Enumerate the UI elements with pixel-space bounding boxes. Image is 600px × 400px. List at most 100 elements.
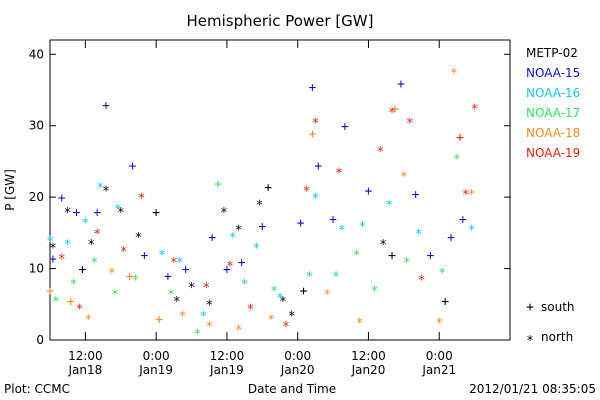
data-point-metp-02-16: * [288, 309, 296, 324]
x-tick-label-date: Jan19 [138, 363, 173, 377]
data-point-noaa-15-18: + [365, 184, 373, 199]
legend-entry-noaa-15: NOAA-15 [526, 66, 580, 80]
data-point-noaa-19-1: * [76, 302, 84, 317]
data-point-noaa-16-6: * [176, 256, 184, 271]
data-point-noaa-15-16: + [329, 213, 337, 228]
data-point-noaa-16-4: * [114, 202, 122, 217]
data-point-noaa-18-0: + [46, 284, 54, 299]
data-point-noaa-18-15: * [435, 317, 443, 332]
legend-entry-noaa-19: NOAA-19 [526, 146, 580, 160]
data-point-noaa-17-11: * [332, 270, 340, 285]
data-point-noaa-15-4: + [102, 98, 110, 113]
data-point-noaa-17-7: + [214, 177, 222, 192]
data-point-metp-02-17: + [300, 284, 308, 299]
data-point-metp-02-3: * [87, 238, 95, 253]
data-point-noaa-18-13: + [391, 102, 399, 117]
x-tick-label-time: 0:00 [143, 349, 170, 363]
data-point-noaa-17-15: * [438, 267, 446, 282]
data-point-noaa-15-8: + [182, 263, 190, 278]
y-axis: 0 10 20 30 40 [29, 47, 510, 347]
data-point-noaa-19-5: * [170, 256, 178, 271]
data-point-noaa-19-11: * [311, 117, 319, 132]
data-point-noaa-15-22: + [447, 230, 455, 245]
data-point-noaa-16-7: * [199, 309, 207, 324]
x-axis-label: Date and Time [248, 382, 336, 396]
data-point-metp-02-12: * [235, 224, 243, 239]
data-point-metp-02-0: * [49, 242, 57, 257]
data-point-noaa-17-13: * [370, 284, 378, 299]
y-tick-label: 30 [29, 119, 44, 133]
data-point-noaa-16-1: * [64, 238, 72, 253]
data-point-noaa-19-16: * [418, 274, 426, 289]
y-tick-label: 10 [29, 262, 44, 276]
data-point-noaa-15-11: + [238, 255, 246, 270]
data-point-noaa-18-14: * [400, 170, 408, 185]
x-tick-label-time: 0:00 [284, 349, 311, 363]
marker-symbol-south: + [526, 300, 534, 315]
data-point-noaa-16-15: * [415, 227, 423, 242]
data-point-noaa-17-10: * [306, 270, 314, 285]
data-point-noaa-15-19: + [397, 77, 405, 92]
data-point-noaa-17-1: * [70, 277, 78, 292]
data-point-noaa-19-17: + [456, 130, 464, 145]
data-point-metp-02-8: * [173, 295, 181, 310]
data-point-noaa-15-15: + [314, 159, 322, 174]
data-point-noaa-17-8: * [241, 277, 249, 292]
legend-entry-metp-02: METP-02 [526, 46, 578, 60]
data-point-noaa-19-18: * [462, 188, 470, 203]
data-point-noaa-16-11: * [311, 192, 319, 207]
x-tick-label-time: 12:00 [68, 349, 103, 363]
data-point-noaa-19-9: * [282, 320, 290, 335]
data-point-metp-02-6: * [135, 231, 143, 246]
marker-legend: + south * north [526, 300, 574, 349]
data-point-noaa-18-1: + [67, 295, 75, 310]
data-point-noaa-15-1: + [58, 191, 66, 206]
data-point-noaa-19-15: * [406, 117, 414, 132]
timestamp: 2012/01/21 08:35:05 [469, 382, 596, 396]
data-point-noaa-18-9: * [267, 313, 275, 328]
data-point-noaa-15-9: + [208, 230, 216, 245]
data-point-noaa-16-16: * [468, 224, 476, 239]
data-point-noaa-19-10: * [303, 184, 311, 199]
data-point-noaa-16-2: * [81, 217, 89, 232]
data-point-noaa-17-3: * [111, 288, 119, 303]
data-point-metp-02-7: + [152, 205, 160, 220]
data-point-metp-02-19: + [388, 248, 396, 263]
data-point-noaa-16-8: * [229, 231, 237, 246]
data-point-noaa-18-8: * [235, 324, 243, 339]
data-point-noaa-18-4: + [126, 270, 134, 285]
data-point-noaa-18-3: * [108, 267, 116, 282]
data-point-noaa-15-3: + [93, 205, 101, 220]
data-point-noaa-18-10: + [309, 127, 317, 142]
x-axis: 12:00Jan180:00Jan1912:00Jan190:00Jan2012… [67, 40, 456, 377]
data-point-noaa-19-2: * [93, 227, 101, 242]
y-tick-label: 20 [29, 190, 44, 204]
data-point-metp-02-18: * [379, 238, 387, 253]
x-tick-label-date: Jan20 [351, 363, 386, 377]
data-point-metp-02-2: + [79, 263, 87, 278]
data-point-noaa-16-0: * [46, 234, 54, 249]
data-point-noaa-15-2: + [73, 205, 81, 220]
data-point-noaa-15-7: + [164, 270, 172, 285]
marker-symbol-north: * [526, 334, 534, 349]
data-point-noaa-17-5: * [167, 288, 175, 303]
data-point-noaa-19-14: * [388, 106, 396, 121]
marker-label-north: north [541, 330, 573, 344]
x-tick-label-date: Jan20 [280, 363, 315, 377]
x-tick-label-time: 12:00 [351, 349, 386, 363]
data-point-noaa-18-6: * [179, 309, 187, 324]
y-tick-label: 0 [36, 333, 44, 347]
data-point-noaa-18-5: + [155, 313, 163, 328]
legend-entry-noaa-16: NOAA-16 [526, 86, 580, 100]
data-point-noaa-17-14: * [403, 256, 411, 271]
data-point-noaa-15-10: + [223, 263, 231, 278]
x-tick-label-time: 0:00 [426, 349, 453, 363]
data-point-noaa-18-16: * [450, 67, 458, 82]
legend-entry-noaa-17: NOAA-17 [526, 106, 580, 120]
plot-frame [49, 39, 511, 341]
data-point-noaa-19-4: * [137, 192, 145, 207]
data-point-metp-02-13: * [255, 199, 263, 214]
data-point-noaa-17-12: * [353, 249, 361, 264]
